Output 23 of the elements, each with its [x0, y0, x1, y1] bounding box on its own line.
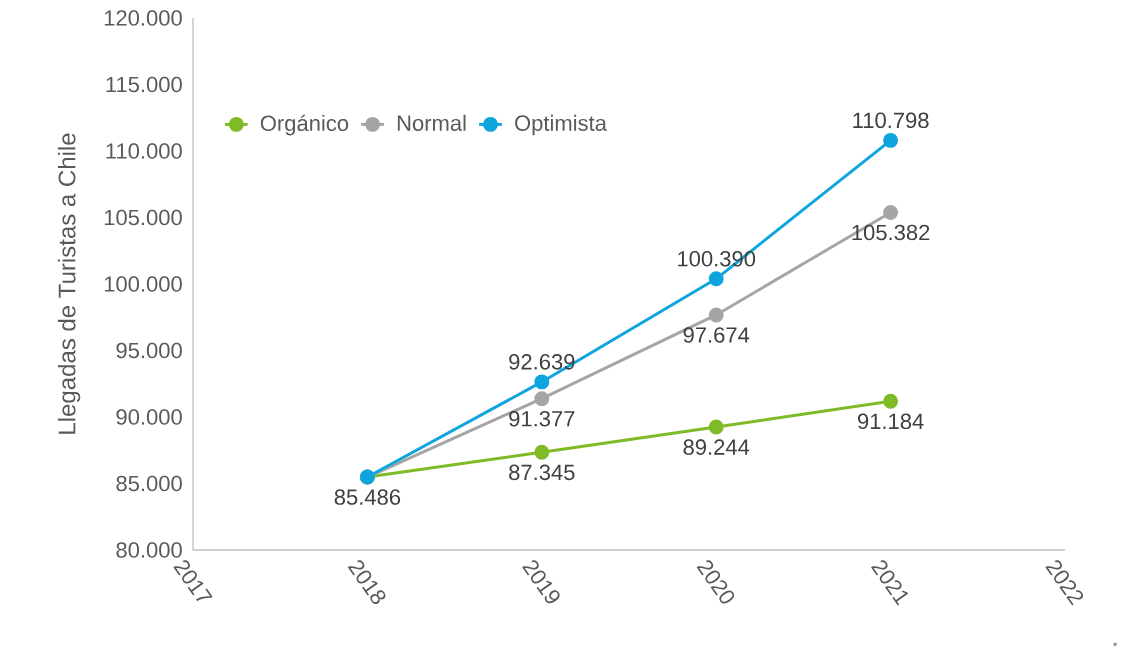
data-label: 89.244	[683, 439, 750, 455]
y-tick-label: 100.000	[104, 276, 182, 292]
y-axis-title: Llegadas de Turistas a Chile	[57, 133, 81, 434]
legend-label: Optimista	[515, 114, 607, 136]
data-label: 91.377	[509, 410, 575, 427]
data-label: 87.345	[509, 464, 575, 481]
data-label: 92.639	[509, 354, 575, 370]
y-tick-label: 90.000	[116, 409, 182, 425]
y-tick-label: 105.000	[104, 209, 182, 226]
text: *	[1112, 642, 1118, 647]
data-label: 85.486	[334, 489, 401, 505]
data-label: 110.798	[853, 112, 929, 129]
y-tick-label: 110.000	[106, 143, 182, 159]
data-label: 97.674	[683, 327, 750, 343]
y-tick-label: 80.000	[116, 542, 182, 558]
y-tick-label: 120.000	[104, 10, 182, 26]
legend-label: Normal	[397, 114, 466, 131]
data-label: 105.382	[852, 224, 930, 241]
y-tick-label: 115.000	[106, 76, 182, 93]
legend-label: Orgánico	[260, 114, 349, 136]
data-label: 91.184	[857, 413, 924, 430]
y-tick-label: 95.000	[116, 342, 182, 359]
y-tick-label: 85.000	[116, 475, 182, 492]
